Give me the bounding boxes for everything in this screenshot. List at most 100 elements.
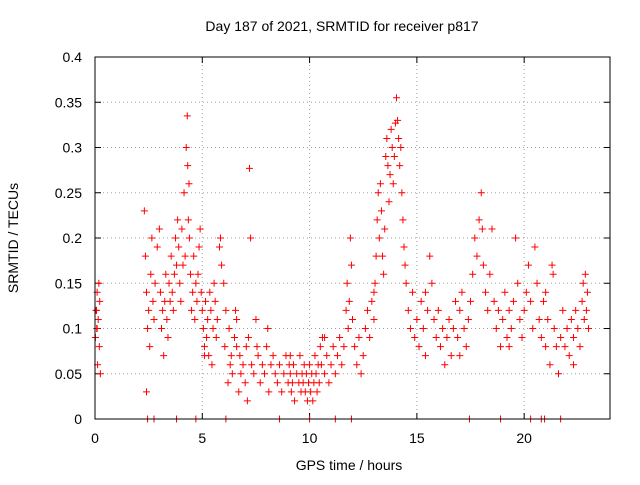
data-point: [342, 306, 350, 314]
data-point: [196, 225, 204, 233]
data-point: [492, 325, 500, 332]
x-tick-label: 0: [91, 430, 99, 446]
data-point: [421, 352, 429, 360]
data-point: [428, 279, 436, 287]
data-point: [572, 306, 580, 314]
data-point: [197, 288, 205, 296]
data-point: [376, 180, 384, 188]
data-point: [190, 252, 198, 260]
data-point: [331, 370, 339, 378]
data-point: [441, 361, 449, 369]
data-point: [264, 325, 272, 332]
data-point: [516, 315, 524, 323]
data-point: [561, 343, 569, 351]
data-point: [490, 297, 498, 305]
data-point: [537, 334, 545, 342]
data-point: [364, 306, 372, 314]
data-point: [384, 162, 392, 170]
data-point: [146, 343, 154, 351]
x-tick-label: 10: [302, 430, 318, 446]
data-point: [503, 334, 511, 342]
data-point: [361, 325, 369, 332]
data-point: [578, 297, 586, 305]
data-point: [585, 325, 593, 332]
data-point: [200, 352, 208, 360]
data-point: [141, 252, 149, 260]
data-point: [273, 379, 281, 387]
data-point: [184, 162, 192, 170]
data-point: [144, 325, 152, 332]
data-point: [207, 306, 215, 314]
data-point: [382, 153, 390, 161]
data-point: [321, 334, 329, 342]
data-point: [140, 207, 148, 215]
data-point: [381, 225, 389, 233]
data-point: [333, 352, 341, 360]
data-point: [581, 270, 589, 278]
data-point: [236, 352, 244, 360]
data-point: [385, 198, 393, 206]
data-point: [176, 279, 184, 287]
data-point: [244, 334, 252, 342]
data-point: [527, 297, 535, 305]
y-tick-label: 0.4: [63, 49, 83, 65]
data-point: [209, 325, 217, 332]
data-point: [239, 361, 247, 369]
data-point: [549, 270, 557, 278]
data-point: [447, 352, 455, 360]
data-point: [96, 297, 104, 305]
data-point: [343, 279, 351, 287]
data-point: [263, 343, 271, 351]
data-point: [473, 252, 481, 260]
data-point: [227, 352, 235, 360]
data-point: [167, 252, 175, 260]
y-tick-label: 0.25: [55, 185, 82, 201]
data-point: [531, 243, 539, 251]
data-point: [222, 306, 230, 314]
data-point: [471, 234, 479, 242]
data-point: [143, 388, 150, 396]
data-point: [349, 315, 356, 323]
y-tick-label: 0.1: [63, 321, 83, 337]
data-point: [233, 343, 241, 351]
data-point: [375, 234, 383, 242]
data-point: [246, 164, 253, 172]
y-tick-label: 0.35: [55, 94, 82, 110]
data-point: [340, 343, 348, 351]
data-point: [232, 306, 240, 314]
data-point: [484, 306, 492, 314]
data-point: [296, 352, 304, 360]
data-point: [289, 361, 297, 369]
data-point: [497, 343, 505, 351]
data-point: [366, 334, 374, 342]
data-point: [380, 270, 388, 278]
data-point: [243, 397, 251, 405]
data-point: [254, 352, 262, 360]
data-point: [317, 361, 325, 369]
data-point: [567, 315, 575, 323]
data-point: [499, 315, 507, 323]
data-point: [398, 189, 406, 197]
data-point: [373, 216, 381, 224]
data-point: [570, 334, 578, 342]
y-axis-label: SRMTID / TECUs: [5, 183, 21, 293]
x-tick-label: 20: [516, 430, 532, 446]
data-point: [180, 189, 188, 197]
data-point: [346, 234, 354, 242]
data-point: [225, 325, 233, 332]
data-point: [576, 343, 584, 351]
data-point: [449, 325, 457, 332]
data-point: [312, 370, 320, 378]
y-tick-label: 0.2: [63, 230, 83, 246]
data-point: [191, 315, 199, 323]
data-point: [401, 261, 409, 269]
data-point: [505, 306, 513, 314]
data-points: [91, 94, 593, 423]
data-point: [411, 334, 419, 342]
data-point: [390, 153, 398, 161]
data-point: [160, 352, 168, 360]
data-point: [505, 343, 513, 351]
data-point: [178, 225, 186, 233]
data-point: [194, 270, 202, 278]
data-point: [213, 315, 221, 323]
